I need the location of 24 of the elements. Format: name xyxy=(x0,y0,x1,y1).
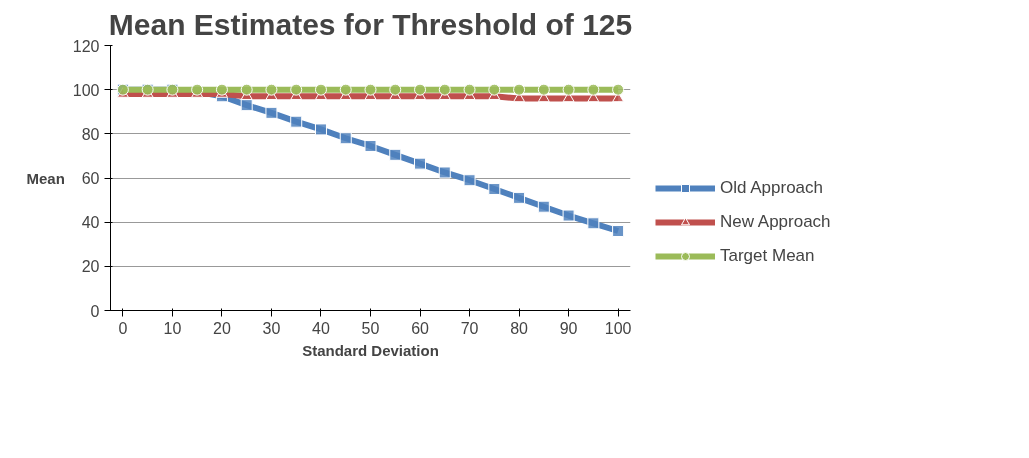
x-tick-label: 20 xyxy=(213,319,231,337)
x-tick-label: 40 xyxy=(312,319,330,337)
x-tick-label: 50 xyxy=(361,319,380,337)
x-tick-label: 0 xyxy=(118,319,128,337)
legend-label: Old Approach xyxy=(720,178,824,198)
legend-label: Target Mean xyxy=(720,246,815,266)
x-tick-label: 100 xyxy=(604,319,632,337)
x-tick-label: 70 xyxy=(460,319,479,337)
y-tick-label: 80 xyxy=(81,125,100,143)
y-tick-label: 40 xyxy=(81,214,100,232)
chart-title: Mean Estimates for Threshold of 125 xyxy=(108,7,633,41)
x-axis-title: Standard Deviation xyxy=(302,341,439,359)
y-tick-label: 60 xyxy=(81,170,100,187)
y-axis-title: Mean xyxy=(26,169,65,187)
y-tick-label: 20 xyxy=(81,258,100,276)
y-tick-label: 120 xyxy=(72,37,100,55)
y-tick-label: 100 xyxy=(72,81,100,99)
x-tick-label: 10 xyxy=(163,319,182,337)
x-tick-label: 60 xyxy=(411,319,430,337)
y-tick-label: 0 xyxy=(90,302,100,320)
x-tick-label: 80 xyxy=(510,319,529,337)
x-tick-label: 30 xyxy=(262,319,281,337)
legend-label: New Approach xyxy=(720,212,831,232)
x-tick-label: 90 xyxy=(559,319,578,337)
